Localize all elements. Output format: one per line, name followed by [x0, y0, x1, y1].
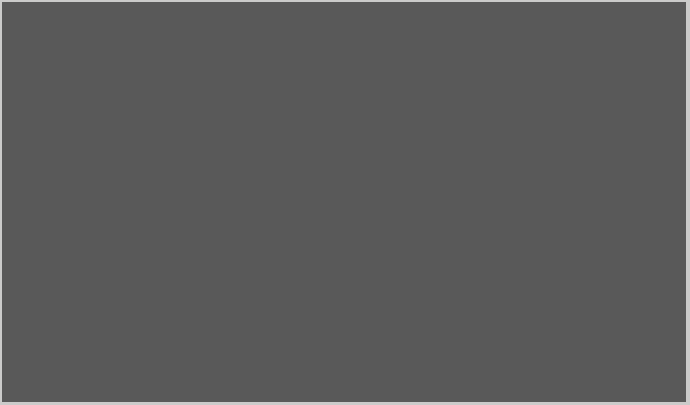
chart-background [2, 2, 686, 402]
